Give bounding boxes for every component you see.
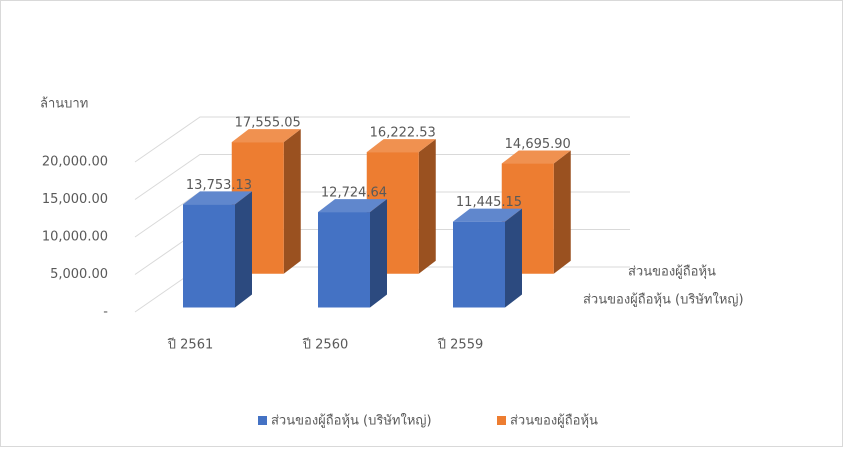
- bar: [183, 204, 235, 308]
- data-label: 11,445.15: [456, 195, 522, 210]
- bar-side: [283, 129, 301, 274]
- bar: [318, 212, 370, 308]
- depth-label: ส่วนของผู้ถือหุ้น (บริษัทใหญ่): [583, 292, 744, 308]
- grid-line: [134, 116, 630, 163]
- data-label: 14,695.90: [505, 137, 571, 152]
- bar-side: [418, 139, 436, 274]
- y-tick-label: 10,000.00: [42, 230, 108, 245]
- data-label: 13,753.13: [186, 178, 252, 193]
- data-label: 17,555.05: [235, 116, 301, 131]
- bar-top: [231, 129, 301, 143]
- data-label: 12,724.64: [321, 186, 387, 201]
- x-tick-label: ปี 2560: [302, 337, 348, 353]
- bar-side: [553, 150, 571, 274]
- x-tick-label: ปี 2559: [437, 337, 483, 353]
- y-axis-title: ล้านบาท: [40, 97, 88, 112]
- grid-line: [134, 154, 630, 200]
- bar-top: [318, 199, 387, 213]
- bar-side: [370, 199, 387, 308]
- bar-side: [505, 208, 522, 308]
- bar-top: [453, 208, 522, 222]
- legend-label: ส่วนของผู้ถือหุ้น: [510, 413, 598, 429]
- bar-top: [501, 150, 571, 164]
- data-label: 16,222.53: [370, 126, 436, 141]
- bar: [453, 221, 505, 308]
- y-tick-label: -: [103, 305, 108, 320]
- y-tick-label: 20,000.00: [42, 155, 108, 170]
- bar-top: [183, 191, 252, 205]
- bar-side: [235, 191, 252, 308]
- y-tick-label: 5,000.00: [50, 267, 108, 282]
- y-tick-label: 15,000.00: [42, 192, 108, 207]
- depth-label: ส่วนของผู้ถือหุ้น: [628, 264, 716, 280]
- bar-top: [366, 139, 436, 153]
- legend-swatch: [497, 416, 506, 425]
- x-tick-label: ปี 2561: [167, 337, 213, 353]
- legend-swatch: [258, 416, 267, 425]
- legend-label: ส่วนของผู้ถือหุ้น (บริษัทใหญ่): [271, 413, 432, 429]
